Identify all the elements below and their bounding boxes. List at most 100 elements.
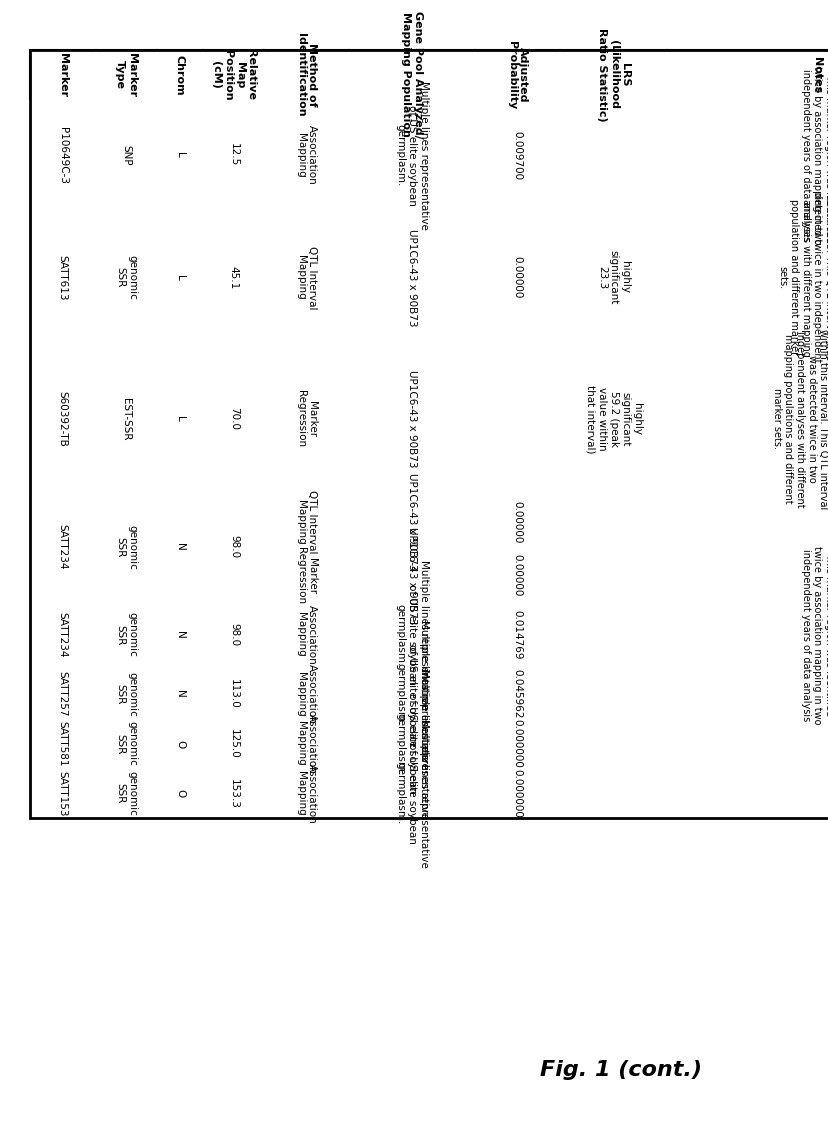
Bar — [560, 50, 667, 100]
Bar — [264, 600, 349, 669]
Bar — [30, 600, 95, 669]
Bar — [95, 50, 156, 100]
Bar — [560, 493, 667, 600]
Text: UP1C6-43 x 90B73: UP1C6-43 x 90B73 — [407, 370, 416, 467]
Text: genomic
SSR: genomic SSR — [115, 612, 137, 657]
Text: Notes: Notes — [812, 57, 822, 93]
Text: Relative
Map
Position
(cM): Relative Map Position (cM) — [211, 49, 256, 100]
Bar — [95, 493, 156, 600]
Bar — [204, 100, 264, 210]
Bar — [667, 50, 828, 100]
Text: O: O — [175, 789, 185, 797]
Bar — [349, 493, 475, 550]
Bar — [156, 345, 204, 493]
Text: 0.000000: 0.000000 — [513, 769, 522, 818]
Bar — [95, 210, 156, 345]
Bar — [349, 210, 475, 345]
Bar — [560, 345, 667, 493]
Bar — [30, 769, 95, 818]
Text: N: N — [175, 542, 185, 550]
Bar — [560, 210, 667, 345]
Text: Fig. 1 (cont.): Fig. 1 (cont.) — [540, 1060, 702, 1079]
Bar — [95, 669, 156, 719]
Bar — [264, 769, 349, 818]
Bar — [667, 493, 828, 600]
Bar — [475, 210, 560, 345]
Bar — [560, 769, 667, 818]
Text: Method of
Identification: Method of Identification — [296, 33, 317, 117]
Bar — [156, 210, 204, 345]
Text: Association
Mapping: Association Mapping — [296, 605, 317, 664]
Text: UP1C6-43 x 90B73: UP1C6-43 x 90B73 — [407, 473, 416, 571]
Bar — [95, 719, 156, 769]
Text: genomic
SSR: genomic SSR — [115, 255, 137, 300]
Bar — [349, 600, 475, 669]
Bar — [667, 550, 828, 600]
Bar — [667, 600, 828, 669]
Bar — [349, 550, 475, 600]
Text: LRS
(Likelihood
Ratio Statistic): LRS (Likelihood Ratio Statistic) — [597, 28, 630, 122]
Bar — [349, 769, 475, 818]
Bar — [204, 669, 264, 719]
Text: Marker
Type: Marker Type — [115, 52, 137, 97]
Bar — [560, 493, 667, 550]
Text: 125.0: 125.0 — [229, 729, 238, 758]
Text: Multiple lines representative
of US elite soybean
germplasm.: Multiple lines representative of US elit… — [395, 561, 428, 709]
Bar — [30, 550, 95, 600]
Bar — [156, 669, 204, 719]
Text: Association
Mapping: Association Mapping — [296, 664, 317, 724]
Bar — [30, 50, 828, 818]
Text: SATT613: SATT613 — [58, 255, 68, 300]
Bar — [349, 719, 475, 769]
Text: QTL Interval
Mapping: QTL Interval Mapping — [296, 246, 317, 309]
Bar — [667, 493, 828, 550]
Bar — [30, 210, 95, 345]
Bar — [475, 600, 560, 669]
Bar — [560, 600, 667, 669]
Text: genomic
SSR: genomic SSR — [115, 672, 137, 716]
Bar — [30, 719, 95, 769]
Text: UP1C6-43 x 90B73: UP1C6-43 x 90B73 — [407, 229, 416, 326]
Text: SATT153: SATT153 — [58, 771, 68, 816]
Text: O: O — [175, 739, 185, 748]
Text: highly
significant
59.2 (peak
value within
that interval): highly significant 59.2 (peak value with… — [585, 384, 642, 453]
Bar — [560, 719, 667, 769]
Text: Association
Mapping: Association Mapping — [296, 125, 317, 185]
Bar — [156, 550, 204, 600]
Text: N: N — [175, 631, 185, 639]
Text: SATT581: SATT581 — [58, 721, 68, 766]
Bar — [156, 50, 204, 100]
Text: 98.0: 98.0 — [229, 623, 238, 646]
Bar — [204, 769, 264, 818]
Text: 153.3: 153.3 — [229, 779, 238, 808]
Text: 0.014769: 0.014769 — [513, 609, 522, 659]
Text: 98.0: 98.0 — [229, 536, 238, 558]
Bar — [95, 100, 156, 210]
Text: SATT234: SATT234 — [58, 524, 68, 570]
Text: P10649C-3: P10649C-3 — [58, 126, 68, 183]
Text: Adjusted
Probability: Adjusted Probability — [507, 41, 528, 109]
Text: Marker: Marker — [58, 52, 68, 97]
Bar — [30, 345, 95, 493]
Bar — [30, 669, 95, 719]
Text: 0.045962: 0.045962 — [513, 670, 522, 719]
Text: 12.5: 12.5 — [229, 143, 238, 167]
Bar — [30, 493, 95, 550]
Text: Chrom: Chrom — [175, 55, 185, 96]
Bar — [264, 50, 349, 100]
Bar — [204, 600, 264, 669]
Text: Marker
Regression: Marker Regression — [296, 390, 317, 447]
Bar — [95, 769, 156, 818]
Bar — [204, 550, 264, 600]
Bar — [204, 50, 264, 100]
Text: L: L — [175, 152, 185, 158]
Bar — [156, 493, 204, 550]
Text: The QTL is in the interval defined by
(and including the termini) SATT613
to SAT: The QTL is in the interval defined by (a… — [777, 189, 828, 366]
Bar — [95, 345, 156, 493]
Bar — [156, 769, 204, 818]
Bar — [204, 719, 264, 769]
Bar — [475, 493, 560, 550]
Bar — [95, 550, 156, 600]
Bar — [156, 493, 204, 600]
Bar — [156, 100, 204, 210]
